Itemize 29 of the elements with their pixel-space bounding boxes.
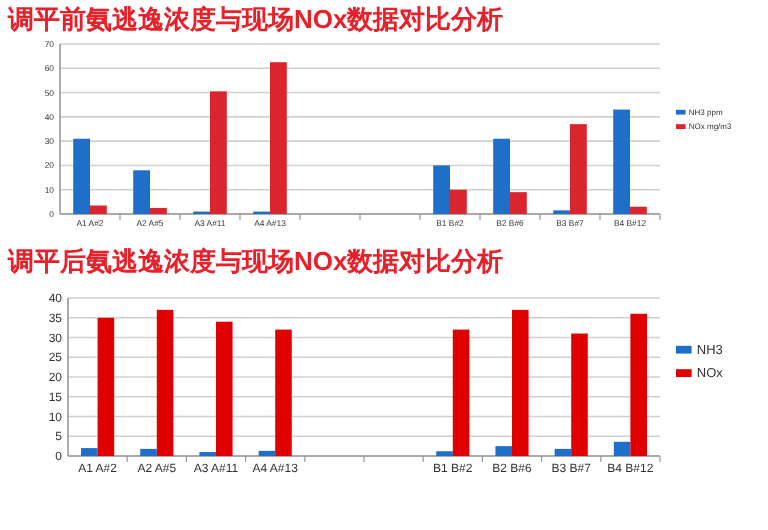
bar [571, 333, 588, 456]
bar [452, 329, 470, 456]
bar [554, 448, 572, 456]
bar [216, 321, 233, 456]
bar [630, 206, 647, 214]
bar [156, 309, 174, 456]
bar [97, 317, 115, 456]
bar [210, 91, 227, 214]
bar [450, 189, 467, 214]
bar [613, 441, 631, 456]
bar [570, 124, 587, 214]
bar [270, 62, 287, 214]
chart-title: 调平后氨逃逸浓度与现场NOx数据对比分析 [6, 246, 504, 276]
chart-title: 调平前氨逃逸浓度与现场NOx数据对比分析 [6, 4, 504, 34]
bar [512, 309, 529, 456]
bar [258, 450, 276, 456]
bar [90, 205, 107, 214]
bar [73, 138, 90, 214]
bar [493, 138, 510, 214]
bar [81, 448, 98, 456]
bar [133, 170, 150, 214]
bar [495, 446, 512, 456]
bar [275, 329, 292, 456]
bar [630, 313, 647, 456]
bar [613, 109, 630, 214]
bar [433, 165, 450, 214]
bar [140, 448, 157, 456]
bar [150, 207, 167, 214]
bar [510, 192, 527, 214]
